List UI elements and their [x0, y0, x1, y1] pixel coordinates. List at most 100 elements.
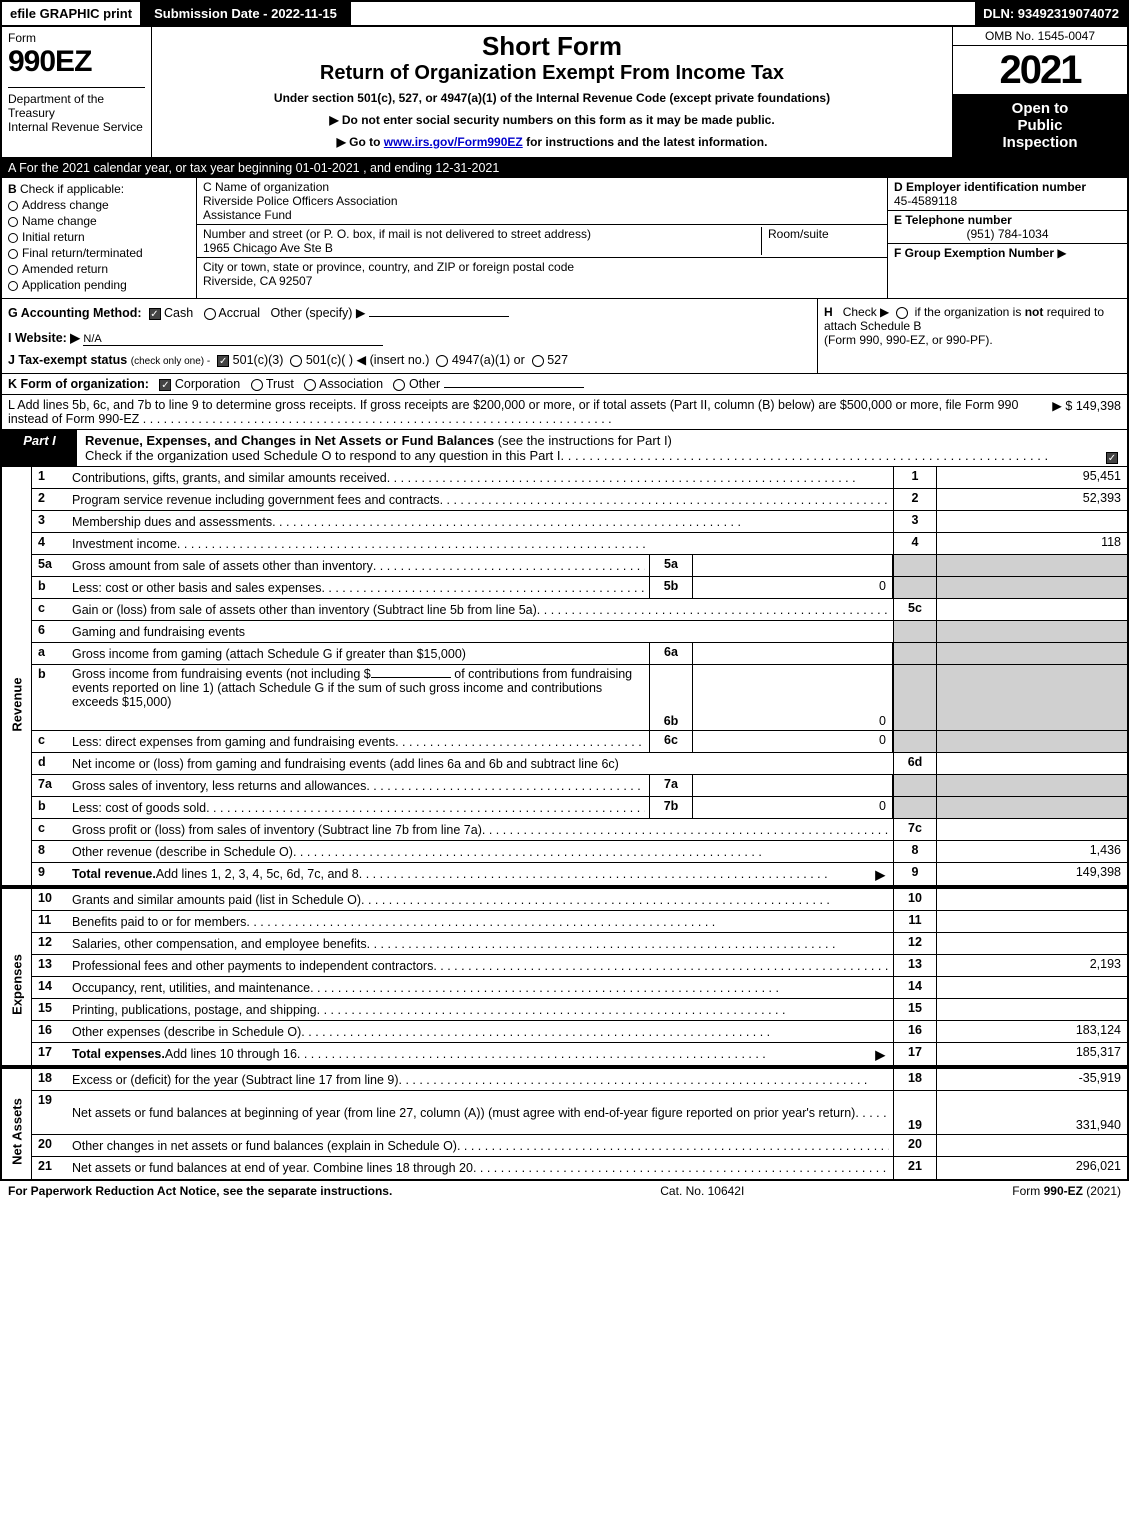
line-16-key: 16 — [893, 1021, 937, 1042]
b-label: B — [8, 182, 17, 196]
part-i-tab: Part I — [2, 430, 77, 466]
line-17-arrow-icon: ▶ — [871, 1047, 889, 1062]
opt-527: 527 — [547, 353, 568, 367]
line-6b-blank[interactable] — [371, 677, 451, 678]
opt-501c: 501(c)( ) — [306, 353, 353, 367]
form-number: 990EZ — [8, 45, 145, 79]
line-6b-key-grey — [893, 665, 937, 730]
col-b-checkboxes: B Check if applicable: Address change Na… — [2, 178, 197, 298]
line-18-num: 18 — [32, 1069, 68, 1090]
k-label: K Form of organization: — [8, 377, 149, 391]
checkbox-address-change[interactable] — [8, 201, 18, 211]
opt-initial-return: Initial return — [22, 230, 85, 244]
checkbox-initial-return[interactable] — [8, 233, 18, 243]
line-4-amount: 118 — [937, 533, 1127, 554]
footer-left: For Paperwork Reduction Act Notice, see … — [8, 1184, 392, 1198]
checkbox-name-change[interactable] — [8, 217, 18, 227]
side-label-expenses: Expenses — [2, 889, 32, 1065]
footer-form-word: Form — [1012, 1184, 1043, 1198]
line-2-num: 2 — [32, 489, 68, 510]
efile-print-label[interactable]: efile GRAPHIC print — [2, 2, 142, 25]
checkbox-501c3[interactable]: ✓ — [217, 355, 229, 367]
irs-link[interactable]: www.irs.gov/Form990EZ — [384, 135, 523, 149]
line-14-num: 14 — [32, 977, 68, 998]
footer-cat-no: Cat. No. 10642I — [660, 1184, 744, 1198]
checkbox-h-not-required[interactable] — [896, 307, 908, 319]
opt-other-specify: Other (specify) ▶ — [271, 306, 366, 320]
opt-cash: Cash — [164, 306, 193, 320]
e-phone-label: E Telephone number — [894, 213, 1121, 227]
checkbox-corporation[interactable]: ✓ — [159, 379, 171, 391]
line-13-key: 13 — [893, 955, 937, 976]
part-i-schedule-o-checkbox[interactable]: ✓ — [1097, 449, 1127, 466]
irs-label: Internal Revenue Service — [8, 120, 145, 134]
checkbox-4947[interactable] — [436, 355, 448, 367]
submission-date-label: Submission Date - 2022-11-15 — [142, 2, 351, 25]
checkbox-527[interactable] — [532, 355, 544, 367]
line-9-num: 9 — [32, 863, 68, 885]
h-text2: if the organization is — [915, 305, 1022, 319]
line-6a-desc: Gross income from gaming (attach Schedul… — [72, 647, 466, 661]
row-a-tax-year: A For the 2021 calendar year, or tax yea… — [0, 159, 1129, 178]
line-4-num: 4 — [32, 533, 68, 554]
check-if-applicable: Check if applicable: — [20, 182, 124, 196]
checkbox-application-pending[interactable] — [8, 281, 18, 291]
short-form-title: Short Form — [156, 31, 948, 62]
line-10-desc: Grants and similar amounts paid (list in… — [72, 893, 361, 907]
line-8-key: 8 — [893, 841, 937, 862]
opt-corporation: Corporation — [175, 377, 240, 391]
city-value: Riverside, CA 92507 — [203, 274, 881, 288]
under-section-text: Under section 501(c), 527, or 4947(a)(1)… — [156, 91, 948, 105]
line-5b-amount-grey — [937, 577, 1127, 598]
footer: For Paperwork Reduction Act Notice, see … — [0, 1181, 1129, 1201]
line-13-num: 13 — [32, 955, 68, 976]
line-7b-amount-grey — [937, 797, 1127, 818]
line-3-key: 3 — [893, 511, 937, 532]
line-6b-subval: 0 — [693, 665, 893, 730]
col-gij: G Accounting Method: ✓ Cash Accrual Othe… — [2, 299, 817, 373]
line-7b-key-grey — [893, 797, 937, 818]
line-6c-key-grey — [893, 731, 937, 752]
side-label-net-assets: Net Assets — [2, 1069, 32, 1179]
h-text4: (Form 990, 990-EZ, or 990-PF). — [824, 333, 993, 347]
other-specify-input[interactable] — [369, 316, 509, 317]
checkbox-trust[interactable] — [251, 379, 263, 391]
checkbox-final-return[interactable] — [8, 249, 18, 259]
line-6-amount-grey — [937, 621, 1127, 642]
line-5c-num: c — [32, 599, 68, 620]
checkbox-association[interactable] — [304, 379, 316, 391]
line-21-desc: Net assets or fund balances at end of ye… — [72, 1161, 473, 1175]
checkbox-cash[interactable]: ✓ — [149, 308, 161, 320]
line-19-desc: Net assets or fund balances at beginning… — [72, 1106, 855, 1120]
checkbox-accrual[interactable] — [204, 308, 216, 320]
header-right-col: OMB No. 1545-0047 2021 Open to Public In… — [952, 27, 1127, 157]
checkbox-amended-return[interactable] — [8, 265, 18, 275]
opt-amended-return: Amended return — [22, 262, 108, 276]
other-org-input[interactable] — [444, 387, 584, 388]
street-value: 1965 Chicago Ave Ste B — [203, 241, 755, 255]
org-name-2: Assistance Fund — [203, 208, 881, 222]
line-6d-amount — [937, 753, 1127, 774]
line-8-amount: 1,436 — [937, 841, 1127, 862]
website-value: N/A — [83, 333, 101, 345]
line-8-desc: Other revenue (describe in Schedule O) — [72, 845, 293, 859]
line-5b-key-grey — [893, 577, 937, 598]
d-ein-label: D Employer identification number — [894, 180, 1121, 194]
line-17-amount: 185,317 — [937, 1043, 1127, 1065]
checkbox-other-org[interactable] — [393, 379, 405, 391]
line-19-num: 19 — [32, 1091, 68, 1134]
line-11-amount — [937, 911, 1127, 932]
line-6a-num: a — [32, 643, 68, 664]
line-2-key: 2 — [893, 489, 937, 510]
line-15-num: 15 — [32, 999, 68, 1020]
opt-address-change: Address change — [22, 198, 109, 212]
line-10-key: 10 — [893, 889, 937, 910]
line-5b-subval: 0 — [693, 577, 893, 598]
part-i-title: Revenue, Expenses, and Changes in Net As… — [77, 430, 1097, 466]
checkbox-501c[interactable] — [290, 355, 302, 367]
line-1-amount: 95,451 — [937, 467, 1127, 488]
line-20-amount — [937, 1135, 1127, 1156]
open-to-public-badge: Open to Public Inspection — [953, 94, 1127, 157]
part-i-header: Part I Revenue, Expenses, and Changes in… — [0, 430, 1129, 467]
line-1-desc: Contributions, gifts, grants, and simila… — [72, 471, 387, 485]
